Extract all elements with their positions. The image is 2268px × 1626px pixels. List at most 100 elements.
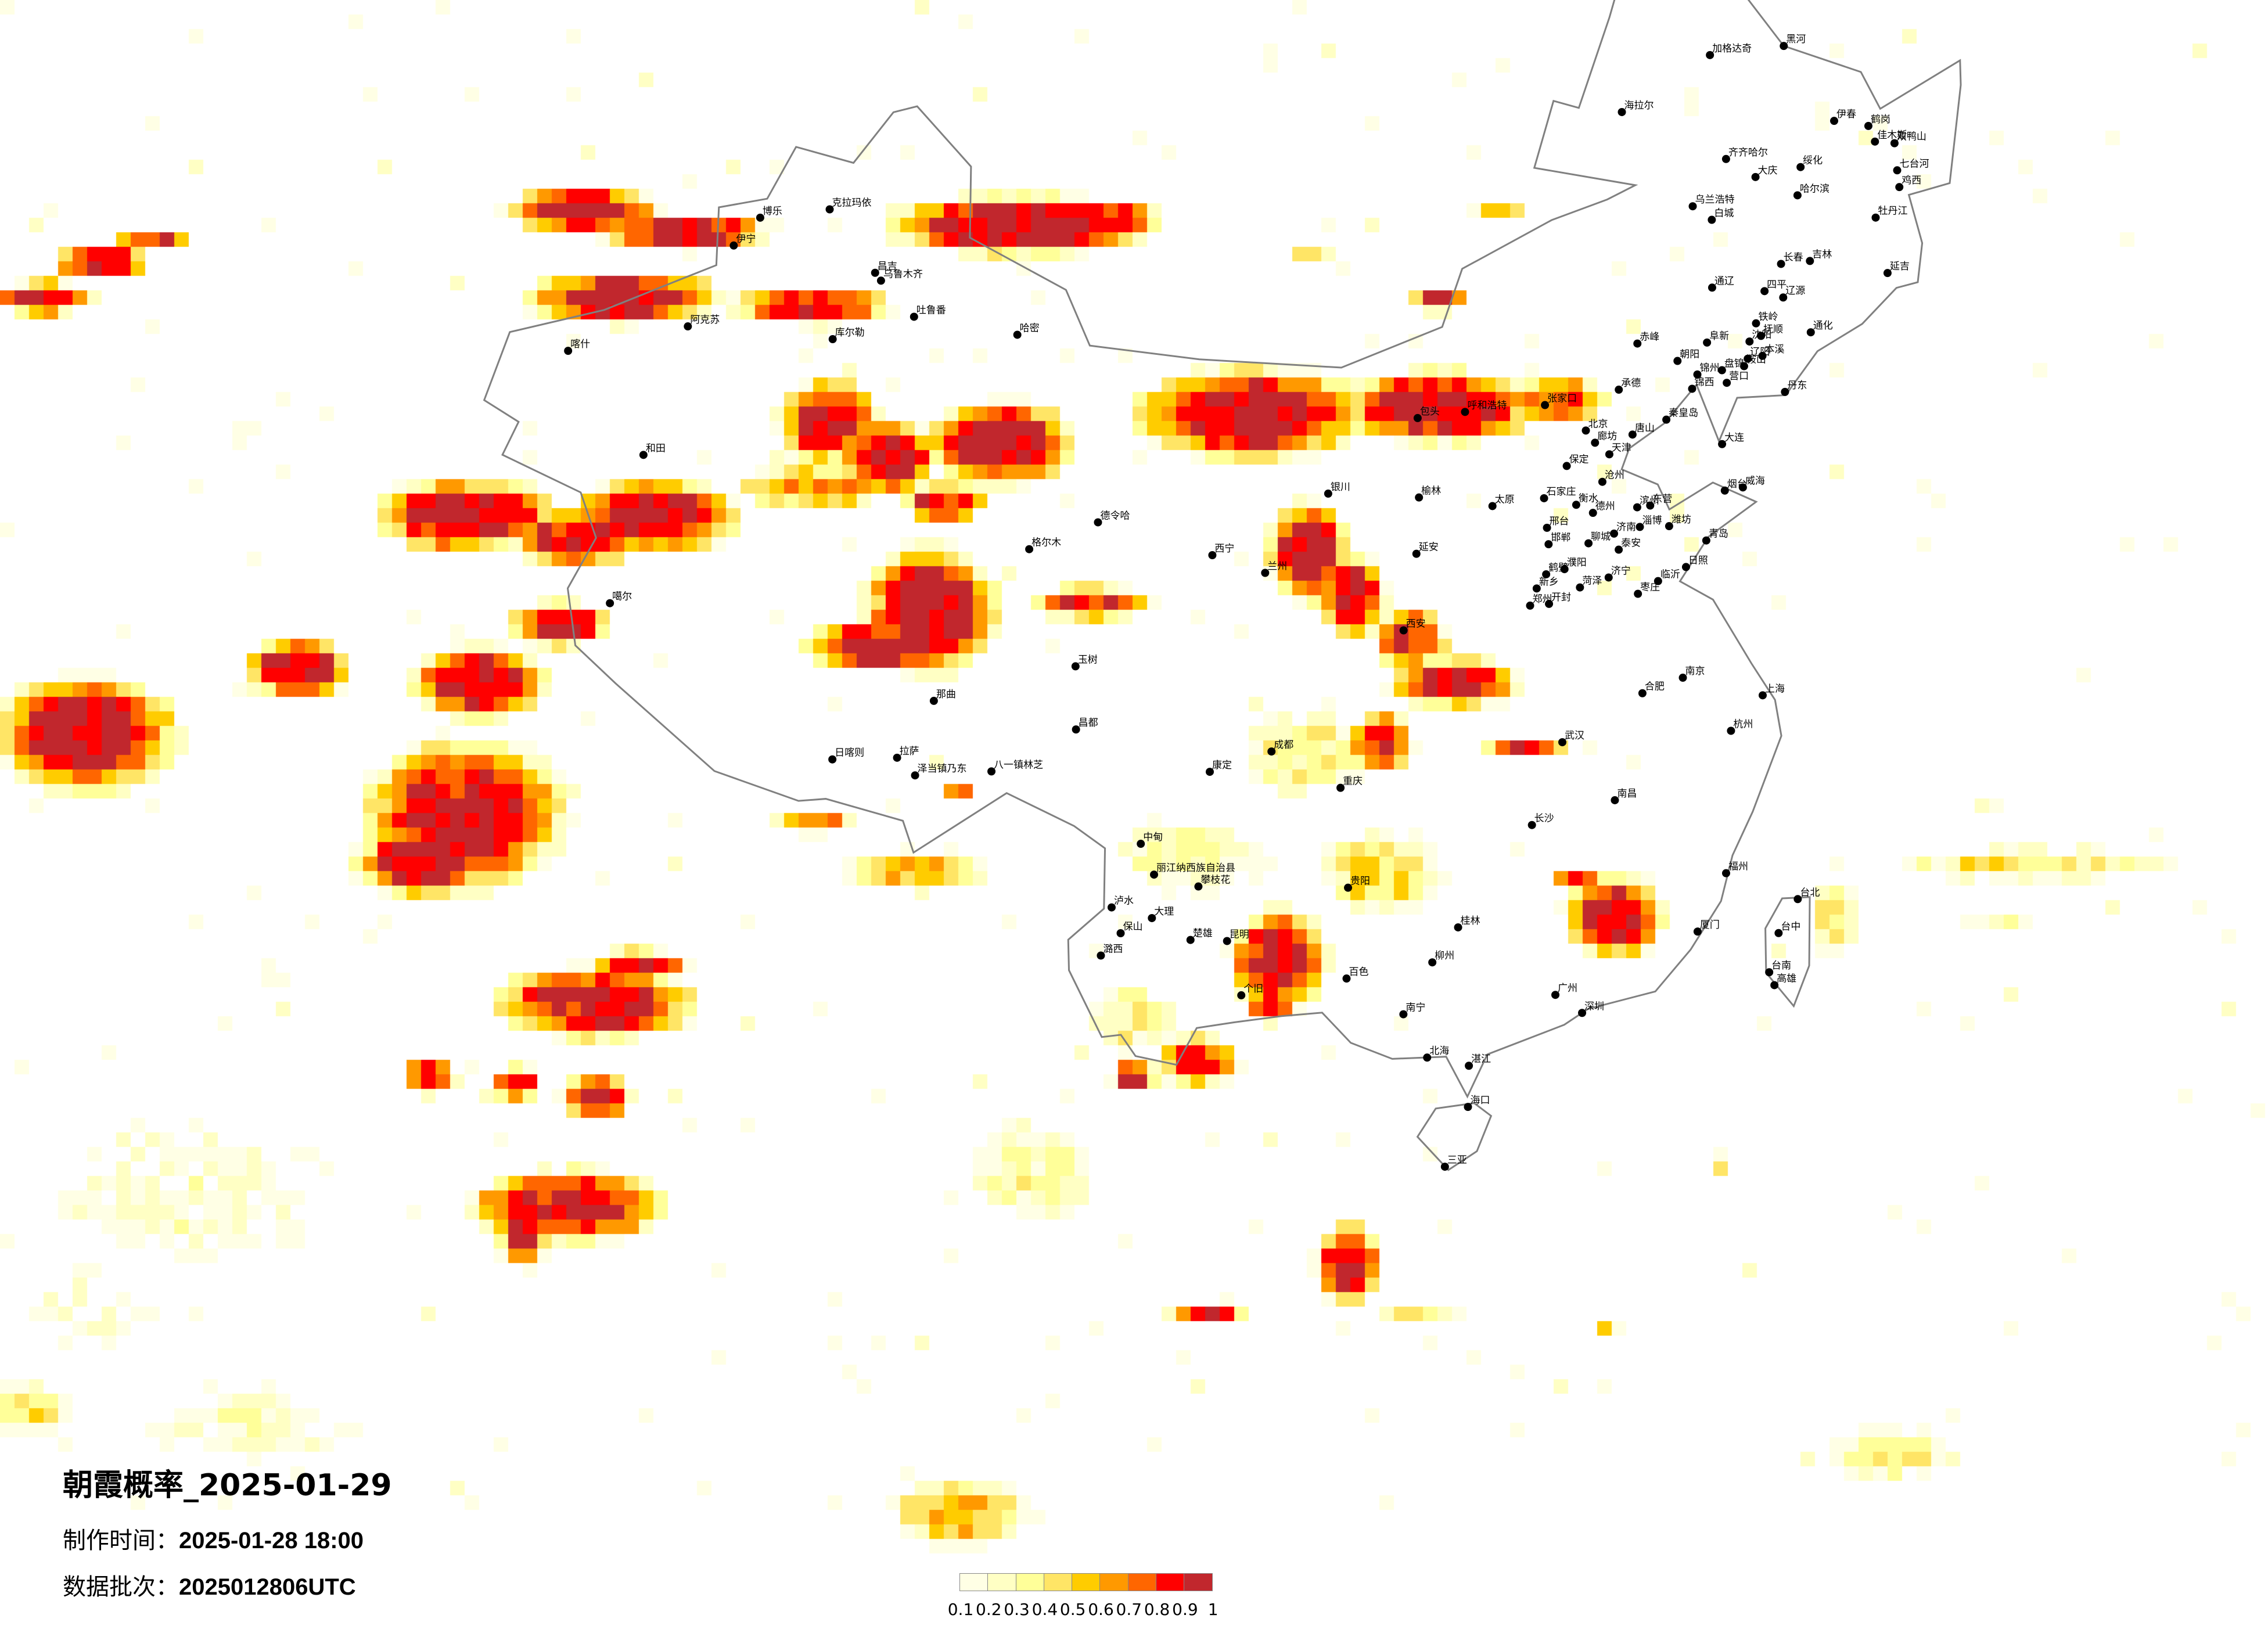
city-dot (1628, 430, 1637, 439)
city-marker: 濮阳 (1560, 557, 1587, 574)
city-marker: 重庆 (1336, 776, 1363, 792)
city-dot (1194, 882, 1203, 891)
city-label: 日照 (1688, 555, 1708, 566)
city-marker: 博乐 (756, 206, 782, 222)
legend-swatch (1043, 1573, 1073, 1591)
city-marker: 邢台 (1543, 516, 1569, 532)
city-dot (1399, 1010, 1408, 1019)
city-label: 承德 (1621, 377, 1641, 389)
city-label: 盘锦 (1724, 358, 1744, 370)
city-label: 克拉玛依 (832, 197, 872, 209)
city-label: 聊城 (1591, 531, 1611, 543)
city-dot (1781, 387, 1789, 396)
city-dot (684, 322, 692, 331)
city-marker: 潞西 (1097, 944, 1123, 960)
city-label: 贵阳 (1350, 876, 1370, 887)
city-label: 锦州 (1700, 362, 1720, 374)
city-dot (1072, 725, 1080, 734)
city-marker: 北海 (1423, 1045, 1449, 1062)
city-marker: 台中 (1774, 921, 1800, 937)
city-dot (1543, 523, 1551, 532)
city-dot (1615, 545, 1623, 554)
legend-label: 0.1 (947, 1600, 974, 1619)
city-marker: 丹东 (1781, 380, 1807, 396)
city-dot (639, 451, 648, 459)
city-dot (1751, 172, 1760, 181)
city-label: 秦皇岛 (1669, 408, 1698, 419)
city-marker: 昌都 (1072, 717, 1098, 734)
city-label: 衡水 (1579, 492, 1598, 504)
city-dot (1576, 583, 1584, 592)
city-marker: 锦西 (1688, 376, 1714, 393)
city-dot (1634, 589, 1642, 598)
city-marker: 白城 (1708, 208, 1734, 224)
city-dot (1558, 738, 1566, 747)
city-dot (1107, 903, 1116, 912)
city-marker: 高雄 (1770, 973, 1796, 990)
city-marker: 聊城 (1584, 531, 1611, 548)
city-dot (1793, 191, 1802, 200)
legend-label: 1 (1207, 1600, 1219, 1619)
city-label: 邢台 (1550, 516, 1569, 527)
city-label: 攀枝花 (1201, 875, 1230, 886)
city-label: 南京 (1685, 665, 1705, 677)
city-marker: 大理 (1148, 906, 1174, 922)
city-label: 丽江纳西族自治县 (1156, 862, 1235, 874)
color-legend (959, 1573, 1213, 1591)
city-marker: 邯郸 (1544, 532, 1570, 549)
city-label: 那曲 (936, 689, 956, 700)
city-marker: 乌鲁木齐 (876, 268, 923, 285)
city-dot (871, 268, 879, 277)
city-dot (1758, 691, 1767, 700)
city-dot (564, 347, 573, 355)
city-label: 杭州 (1733, 718, 1753, 730)
city-dot (1150, 870, 1159, 879)
city-label: 白城 (1714, 208, 1734, 220)
city-label: 吐鲁番 (916, 304, 946, 316)
city-dot (1744, 354, 1752, 363)
city-marker: 齐齐哈尔 (1721, 147, 1768, 163)
city-label: 德州 (1595, 501, 1615, 512)
city-label: 潞西 (1103, 944, 1123, 955)
city-dot (606, 599, 614, 607)
city-marker: 台北 (1793, 887, 1820, 904)
city-dot (1598, 477, 1606, 486)
city-dot (1871, 213, 1880, 222)
city-label: 台南 (1771, 960, 1791, 972)
city-label: 双鸭山 (1897, 131, 1926, 143)
city-dot (756, 213, 764, 222)
city-dot (1137, 840, 1145, 848)
city-dot (1780, 42, 1788, 51)
city-dot (1890, 139, 1899, 148)
legend-swatch (1127, 1573, 1157, 1591)
city-marker: 延吉 (1883, 261, 1910, 278)
city-dot (1758, 351, 1767, 360)
city-label: 西宁 (1214, 543, 1234, 555)
city-label: 天津 (1612, 442, 1631, 454)
city-marker: 海拉尔 (1618, 100, 1654, 116)
city-label: 台中 (1781, 921, 1800, 933)
city-label: 鹤岗 (1871, 114, 1890, 125)
city-label: 康定 (1212, 760, 1232, 771)
city-marker: 南京 (1678, 665, 1705, 682)
city-label: 廊坊 (1597, 430, 1617, 442)
city-dot (1721, 154, 1730, 163)
city-label: 唐山 (1635, 422, 1655, 434)
city-dot (1727, 726, 1735, 735)
city-label: 榆林 (1421, 485, 1441, 497)
city-label: 阜新 (1709, 330, 1729, 342)
city-marker: 黑河 (1780, 34, 1806, 51)
city-dot (1779, 293, 1788, 302)
city-dot (1893, 166, 1902, 175)
city-dot (910, 312, 918, 321)
city-label: 台北 (1800, 887, 1820, 898)
city-dot (1532, 584, 1541, 593)
city-marker: 长沙 (1527, 813, 1554, 829)
city-label: 四平 (1767, 279, 1787, 290)
city-marker: 吐鲁番 (910, 304, 946, 321)
city-dot (1097, 951, 1105, 960)
city-dot (1633, 339, 1642, 348)
city-label: 日喀则 (835, 747, 864, 759)
city-dot (1673, 357, 1682, 365)
city-marker: 青岛 (1702, 528, 1728, 545)
